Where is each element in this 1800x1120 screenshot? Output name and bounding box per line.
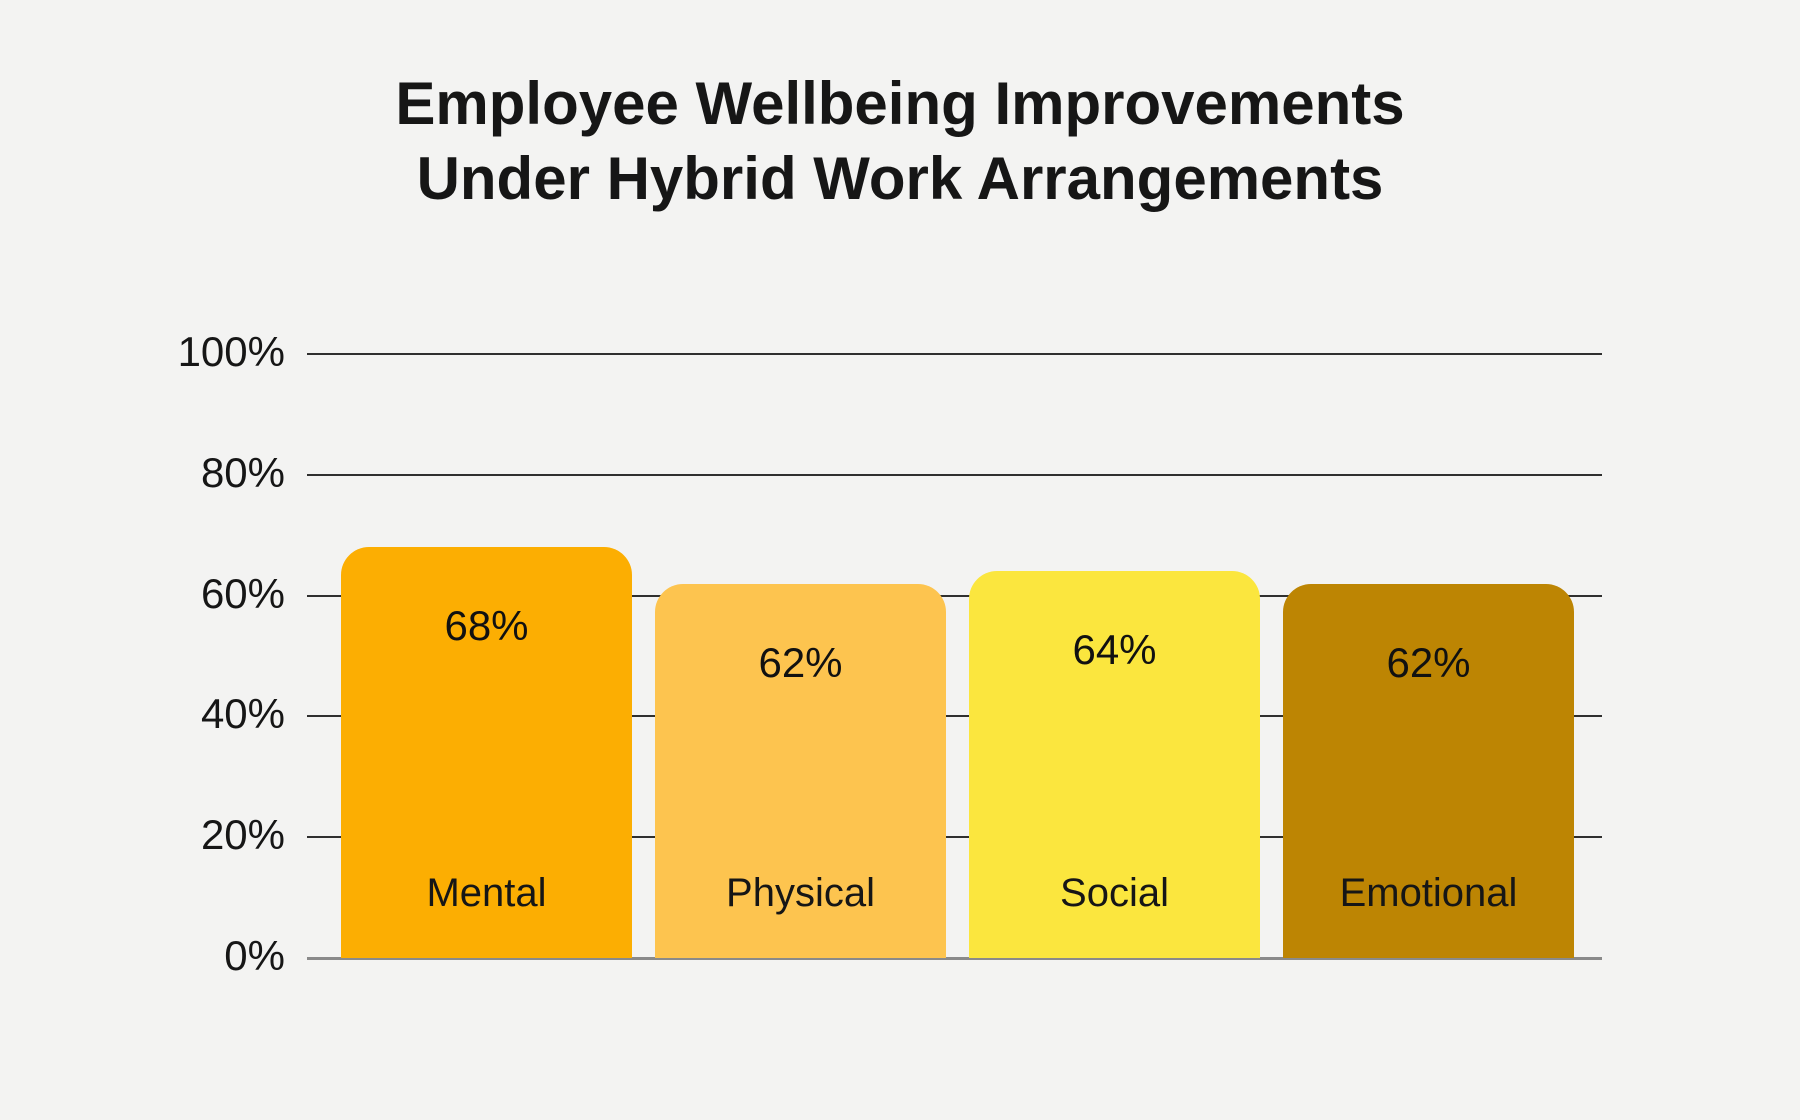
x-axis-baseline [307,956,1602,960]
bar-value-label: 62% [1386,638,1471,686]
y-tick-label: 0% [224,932,285,979]
x-category-label-physical: Physical [726,871,875,915]
chart-title-line-1: Employee Wellbeing Improvements [395,70,1405,137]
bar-mental: 68% [341,547,632,958]
bar-social: 64% [969,571,1260,958]
y-tick-label: 20% [200,811,285,859]
x-category-label-emotional: Emotional [1339,871,1518,915]
gridline [307,473,1602,476]
chart-title: Employee Wellbeing Improvements Under Hy… [0,66,1800,216]
bar-value-label: 62% [758,638,843,686]
bar-emotional: 62% [1283,583,1574,958]
gridline [307,836,1602,839]
bar-physical: 62% [655,583,946,958]
gridline [307,715,1602,718]
x-category-label-mental: Mental [426,871,547,915]
bar-value-label: 68% [444,602,529,650]
y-tick-label: 100% [177,328,285,375]
gridline [307,353,1602,355]
y-tick-label: 60% [200,569,285,617]
y-tick-label: 80% [200,448,285,496]
bar-value-label: 64% [1072,626,1157,674]
gridline [307,594,1602,597]
y-tick-label: 40% [200,690,285,738]
chart-title-line-2: Under Hybrid Work Arrangements [416,145,1384,212]
x-category-label-social: Social [1060,871,1169,915]
